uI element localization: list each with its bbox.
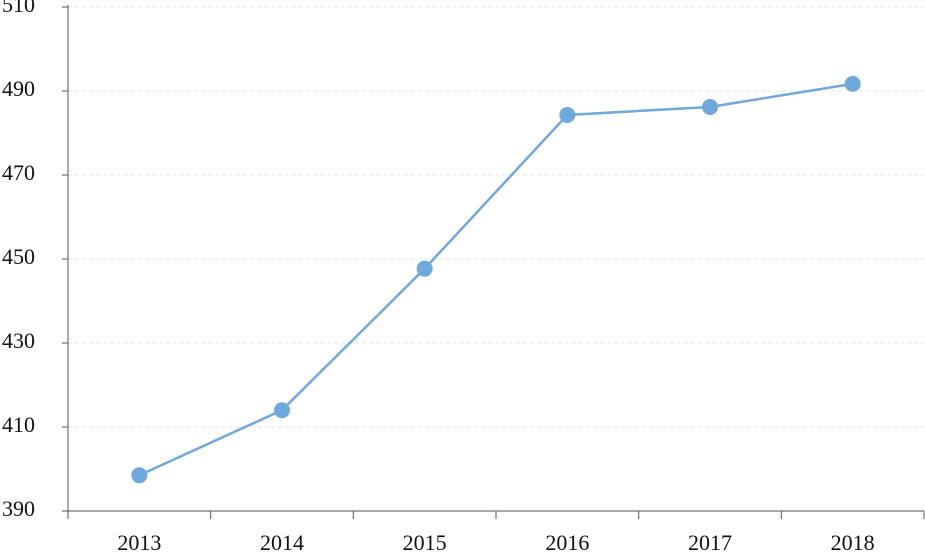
x-tick-label: 2017	[688, 530, 732, 555]
x-tick-label: 2018	[831, 530, 875, 555]
x-tick-label: 2013	[117, 530, 161, 555]
x-tick-label: 2016	[545, 530, 589, 555]
y-tick-label: 510	[2, 0, 35, 17]
line	[138, 82, 853, 477]
point	[559, 106, 576, 123]
y-tick-label: 410	[2, 412, 35, 437]
point	[131, 467, 148, 484]
y-tick-label: 490	[2, 76, 35, 101]
point	[416, 260, 433, 277]
y-tick-label: 450	[2, 244, 35, 269]
y-tick-label: 470	[2, 160, 35, 185]
y-tick-label: 430	[2, 328, 35, 353]
point	[702, 98, 718, 115]
point	[274, 402, 290, 419]
x-tick-label: 2014	[260, 530, 304, 555]
x-tick-label: 2015	[403, 530, 447, 555]
y-tick-label: 390	[2, 496, 35, 521]
point	[844, 75, 861, 92]
